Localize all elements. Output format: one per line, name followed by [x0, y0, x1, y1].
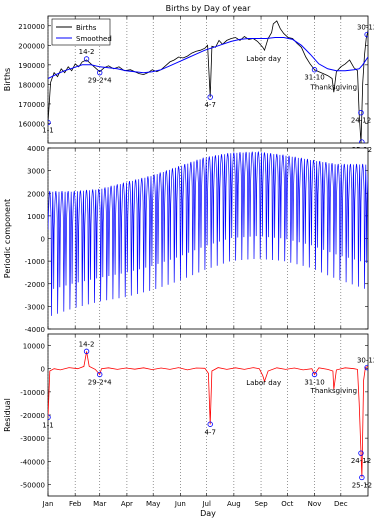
annotation-label: Labor day [246, 55, 281, 63]
special-day-label: 1-1 [42, 126, 53, 134]
special-day-label: 14-2 [79, 340, 95, 348]
x-tick-label: Mar [93, 500, 106, 508]
x-tick-label: Nov [308, 500, 322, 508]
y-tick-label: 190000 [18, 62, 45, 70]
y-tick-label: -3000 [25, 303, 45, 311]
special-day-label: 30-12 [357, 24, 374, 32]
x-tick-label: May [146, 500, 160, 508]
chart-title: Births by Day of year [166, 4, 251, 13]
x-tick-label: Feb [69, 500, 82, 508]
special-day-marker [364, 364, 368, 371]
plot-frame [47, 333, 369, 497]
special-day-label: 31-10 [304, 74, 324, 82]
y-tick-label: 3000 [27, 168, 45, 176]
y-tick-label: -30000 [20, 435, 45, 443]
top-panel: 160000 170000 180000 190000 200000 210000 Birt… [3, 4, 374, 154]
y-tick-label: 2000 [27, 190, 45, 198]
special-day-label: 25-12 [352, 481, 372, 489]
y-tick-label: 170000 [18, 101, 45, 109]
y-tick-label: -1000 [25, 258, 45, 266]
special-day-marker [83, 348, 90, 355]
x-tick-label: Jan [42, 500, 54, 508]
y-tick-label: 10000 [23, 343, 45, 351]
special-day-marker [83, 56, 90, 62]
special-day-label: 30-12 [357, 357, 374, 365]
y-tick-label: 200000 [18, 42, 45, 50]
y-tick-label: -4000 [25, 326, 45, 334]
special-day-marker [311, 371, 318, 378]
special-day-label: 14-2 [79, 48, 95, 56]
series-line-births [48, 20, 368, 143]
special-day-marker [311, 67, 318, 73]
special-day-marker [97, 69, 103, 76]
legend-entry: Smoothed [76, 35, 112, 43]
special-day-marker [358, 110, 364, 116]
legend-entry: Births [76, 24, 97, 32]
special-day-marker [359, 139, 365, 143]
plot-area [48, 20, 368, 143]
plot-area [48, 348, 368, 481]
special-day-marker [358, 450, 364, 456]
special-day-marker [48, 414, 51, 421]
x-axis-label: Day [200, 509, 216, 518]
y-tick-label: -10000 [20, 389, 45, 397]
y-tick-label: 160000 [18, 120, 45, 128]
middle-panel: -4000 -3000 -2000 -1000 0 1000 2000 3000 4000 Per… [3, 145, 369, 334]
bottom-panel: -50000 -40000 -30000 -20000 -10000 0 10000 Resi… [3, 333, 374, 518]
y-tick-label: -50000 [20, 481, 45, 489]
x-tick-label: Dec [334, 500, 348, 508]
special-day-marker [97, 371, 103, 378]
legend-box [51, 18, 111, 46]
x-tick-label: Jun [174, 500, 186, 508]
x-tick-label: Apr [121, 500, 133, 508]
special-day-marker [364, 31, 368, 38]
x-tick-label: Sep [254, 500, 268, 508]
x-tick-label: Oct [281, 500, 293, 508]
y-tick-label: 0 [41, 366, 45, 374]
special-day-label: 31-10 [304, 379, 324, 387]
special-day-marker [207, 94, 213, 100]
series-line-smoothed [48, 37, 368, 79]
special-day-label: 24-12 [351, 117, 371, 125]
special-day-label: 1-1 [42, 421, 53, 429]
y-tick-label: 210000 [18, 23, 45, 31]
x-tick-label: Aug [227, 500, 241, 508]
special-day-label: 24-12 [351, 457, 371, 465]
annotation-label: Thanksgiving [310, 387, 358, 395]
y-tick-label: -40000 [20, 458, 45, 466]
plot-area [48, 151, 368, 316]
special-day-marker [207, 421, 213, 427]
special-day-marker [48, 119, 51, 126]
y-axis-label: Periodic component [3, 199, 12, 278]
y-tick-label: 0 [41, 236, 45, 244]
special-day-marker [359, 474, 365, 481]
y-axis-label: Births [3, 68, 12, 91]
special-day-label: 4-7 [204, 428, 215, 436]
y-tick-label: -2000 [25, 281, 45, 289]
periodic-series-line [48, 151, 368, 316]
special-day-label: 29-2*4 [88, 379, 112, 387]
series-line-residual [48, 351, 368, 478]
y-axis-label: Residual [3, 398, 12, 432]
annotation-label: Thanksgiving [310, 83, 358, 91]
y-tick-label: 180000 [18, 81, 45, 89]
legend: Births Smoothed [51, 18, 112, 46]
special-day-label: 29-2*4 [88, 77, 112, 85]
annotation-label: Labor day [246, 379, 281, 387]
x-tick-label: Jul [201, 500, 211, 508]
y-tick-label: 4000 [27, 145, 45, 153]
y-tick-label: -20000 [20, 412, 45, 420]
special-day-label: 4-7 [204, 101, 215, 109]
y-tick-label: 1000 [27, 213, 45, 221]
